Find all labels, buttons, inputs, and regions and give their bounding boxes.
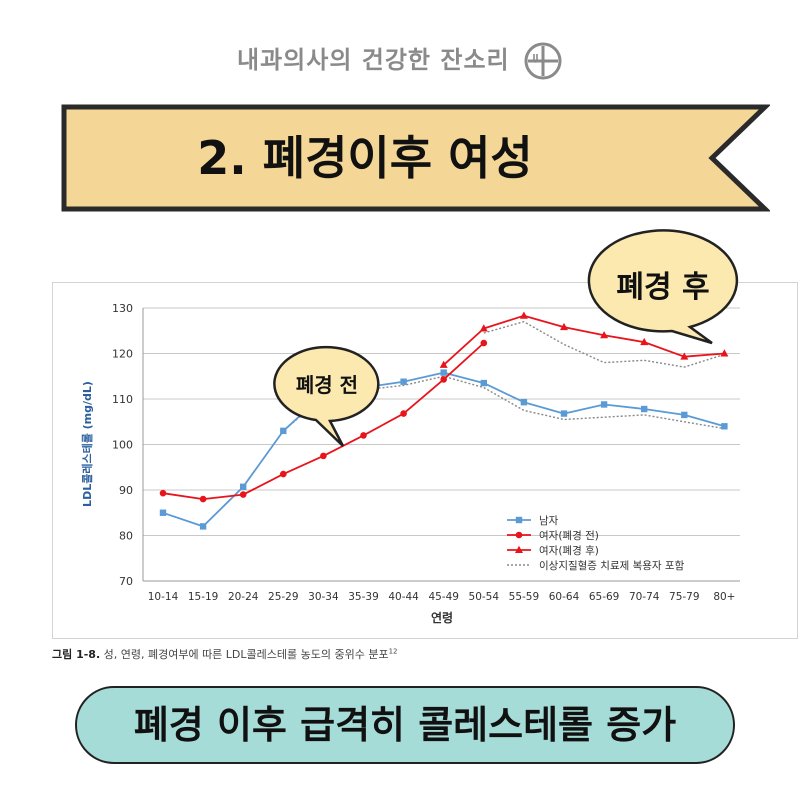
title-ribbon [61,104,770,212]
figure-caption: 그림 1-8. 성, 연령, 폐경여부에 따른 LDL콜레스테롤 농도의 중위수… [52,646,398,662]
banner-title: 2. 폐경이후 여성 [197,131,533,185]
summary-pill [75,686,735,764]
chart-frame [52,282,798,639]
caption-text: 성, 연령, 폐경여부에 따른 LDL콜레스테롤 농도의 중위수 분포 [103,648,389,661]
summary-text: 폐경 이후 급격히 콜레스테롤 증가 [133,703,677,747]
caption-figure-number: 그림 1-8. [52,648,101,661]
header-title: 내과의사의 건강한 잔소리 [237,46,510,74]
stethoscope-logo-icon [524,42,562,80]
caption-ref: 12 [388,647,398,656]
header-title-wrap: 내과의사의 건강한 잔소리 [0,40,800,81]
